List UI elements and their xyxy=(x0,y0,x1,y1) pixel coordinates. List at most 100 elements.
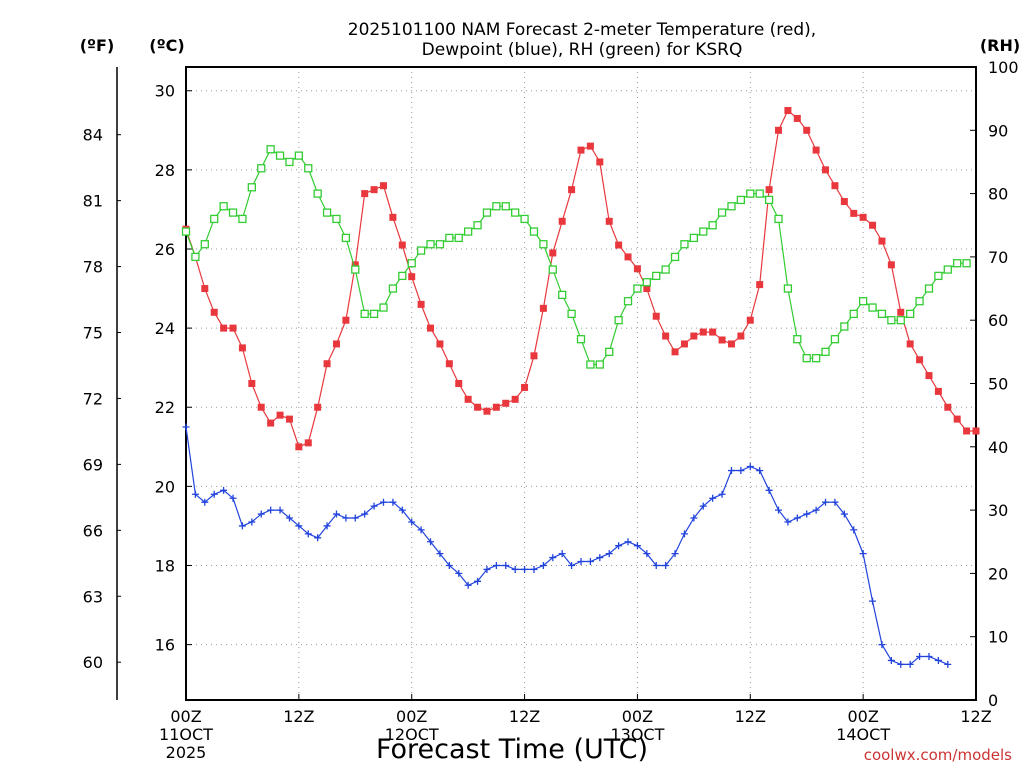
dewpoint-point xyxy=(276,506,284,514)
temperature-point xyxy=(417,300,425,308)
rh-point xyxy=(717,208,727,217)
dewpoint-point xyxy=(464,581,472,589)
temperature-point xyxy=(220,324,228,332)
rh-point xyxy=(642,278,651,287)
dewpoint-point xyxy=(248,518,256,526)
rh-point xyxy=(877,309,887,319)
dewpoint-line xyxy=(185,426,949,666)
temperature-point xyxy=(427,324,435,332)
temperature-point xyxy=(963,427,971,435)
temperature-point xyxy=(822,166,830,174)
rh-point xyxy=(473,221,482,230)
celsius-tick-label: 22 xyxy=(155,398,175,417)
dewpoint-point xyxy=(502,561,510,569)
temperature-point xyxy=(511,395,519,403)
dewpoint-point xyxy=(568,561,576,569)
dewpoint-point xyxy=(586,558,594,566)
temperature-point xyxy=(483,407,491,415)
rh-point xyxy=(379,303,388,312)
dewpoint-point xyxy=(530,565,538,573)
temperature-point xyxy=(662,332,670,340)
rh-point xyxy=(407,259,416,268)
rh-point xyxy=(567,309,576,319)
dewpoint-point xyxy=(605,550,613,558)
dewpoint-point xyxy=(351,514,359,522)
dewpoint-point xyxy=(539,561,547,569)
dewpoint-point xyxy=(671,550,679,558)
dewpoint-point xyxy=(483,565,491,573)
dewpoint-point xyxy=(916,652,924,660)
rh-tick-label: 20 xyxy=(988,564,1008,583)
chart-series xyxy=(181,107,980,668)
x-tick-label: 00Z xyxy=(622,707,653,726)
dewpoint-point xyxy=(812,506,820,514)
dewpoint-point xyxy=(295,522,303,530)
rh-point xyxy=(313,189,322,198)
temperature-point xyxy=(737,332,745,340)
temperature-point xyxy=(568,186,576,194)
temperature-point xyxy=(332,340,340,348)
dewpoint-point xyxy=(267,506,275,514)
rh-tick-label: 90 xyxy=(988,121,1008,140)
x-axis-title: Forecast Time (UTC) xyxy=(376,734,648,765)
rh-point xyxy=(623,297,633,306)
dewpoint-point xyxy=(304,530,312,538)
rh-point xyxy=(304,164,313,173)
celsius-tick-label: 20 xyxy=(155,477,175,496)
rh-point xyxy=(247,183,256,192)
rh-point xyxy=(266,145,275,154)
chart-grid xyxy=(185,67,977,700)
dewpoint-point xyxy=(257,510,265,518)
rh-point xyxy=(210,214,219,224)
rh-point xyxy=(661,265,670,274)
rh-point xyxy=(605,347,614,357)
temperature-point xyxy=(408,273,416,281)
temperature-point xyxy=(238,344,246,352)
fahrenheit-tick-label: 72 xyxy=(83,389,103,408)
celsius-tick-label: 18 xyxy=(155,556,175,575)
celsius-tick-label: 24 xyxy=(155,319,175,338)
rh-point xyxy=(416,246,426,255)
dewpoint-point xyxy=(182,423,190,431)
dewpoint-point xyxy=(793,514,801,522)
temperature-point xyxy=(323,360,331,368)
dewpoint-point xyxy=(934,656,942,664)
dewpoint-point xyxy=(191,490,199,498)
dewpoint-point xyxy=(455,569,463,577)
rh-point xyxy=(736,195,746,205)
dewpoint-point xyxy=(878,641,886,649)
rh-tick-label: 50 xyxy=(988,375,1008,394)
rh-point xyxy=(793,335,802,344)
dewpoint-point xyxy=(831,498,839,506)
x-tick-date-label: 12OCT xyxy=(385,725,439,744)
temperature-point xyxy=(248,380,256,387)
rh-point xyxy=(369,309,379,319)
rh-point xyxy=(576,335,586,344)
rh-point xyxy=(586,360,595,369)
temperature-point xyxy=(643,285,651,293)
rh-point xyxy=(435,240,445,249)
temperature-point xyxy=(605,217,613,225)
rh-point xyxy=(755,189,764,198)
temperature-point xyxy=(521,383,529,391)
celsius-unit-label: (ºC) xyxy=(149,36,184,55)
temperature-point xyxy=(276,411,284,419)
rh-point xyxy=(482,208,492,217)
temperature-point xyxy=(539,304,547,312)
temperature-line xyxy=(185,109,976,448)
x-tick-date-label: 11OCT xyxy=(159,725,213,744)
fahrenheit-tick-label: 84 xyxy=(83,126,103,145)
rh-point xyxy=(962,259,971,268)
dewpoint-point xyxy=(361,510,369,518)
temperature-point xyxy=(502,399,510,407)
temperature-point xyxy=(775,126,782,134)
dewpoint-point xyxy=(220,486,228,494)
x-tick-label: 00Z xyxy=(396,707,427,726)
temperature-point xyxy=(624,253,632,261)
rh-tick-label: 70 xyxy=(988,248,1008,267)
rh-point xyxy=(670,252,680,262)
rh-point xyxy=(802,354,811,363)
temperature-point xyxy=(727,340,735,348)
fahrenheit-tick-label: 66 xyxy=(83,521,103,540)
rh-point xyxy=(558,290,567,300)
